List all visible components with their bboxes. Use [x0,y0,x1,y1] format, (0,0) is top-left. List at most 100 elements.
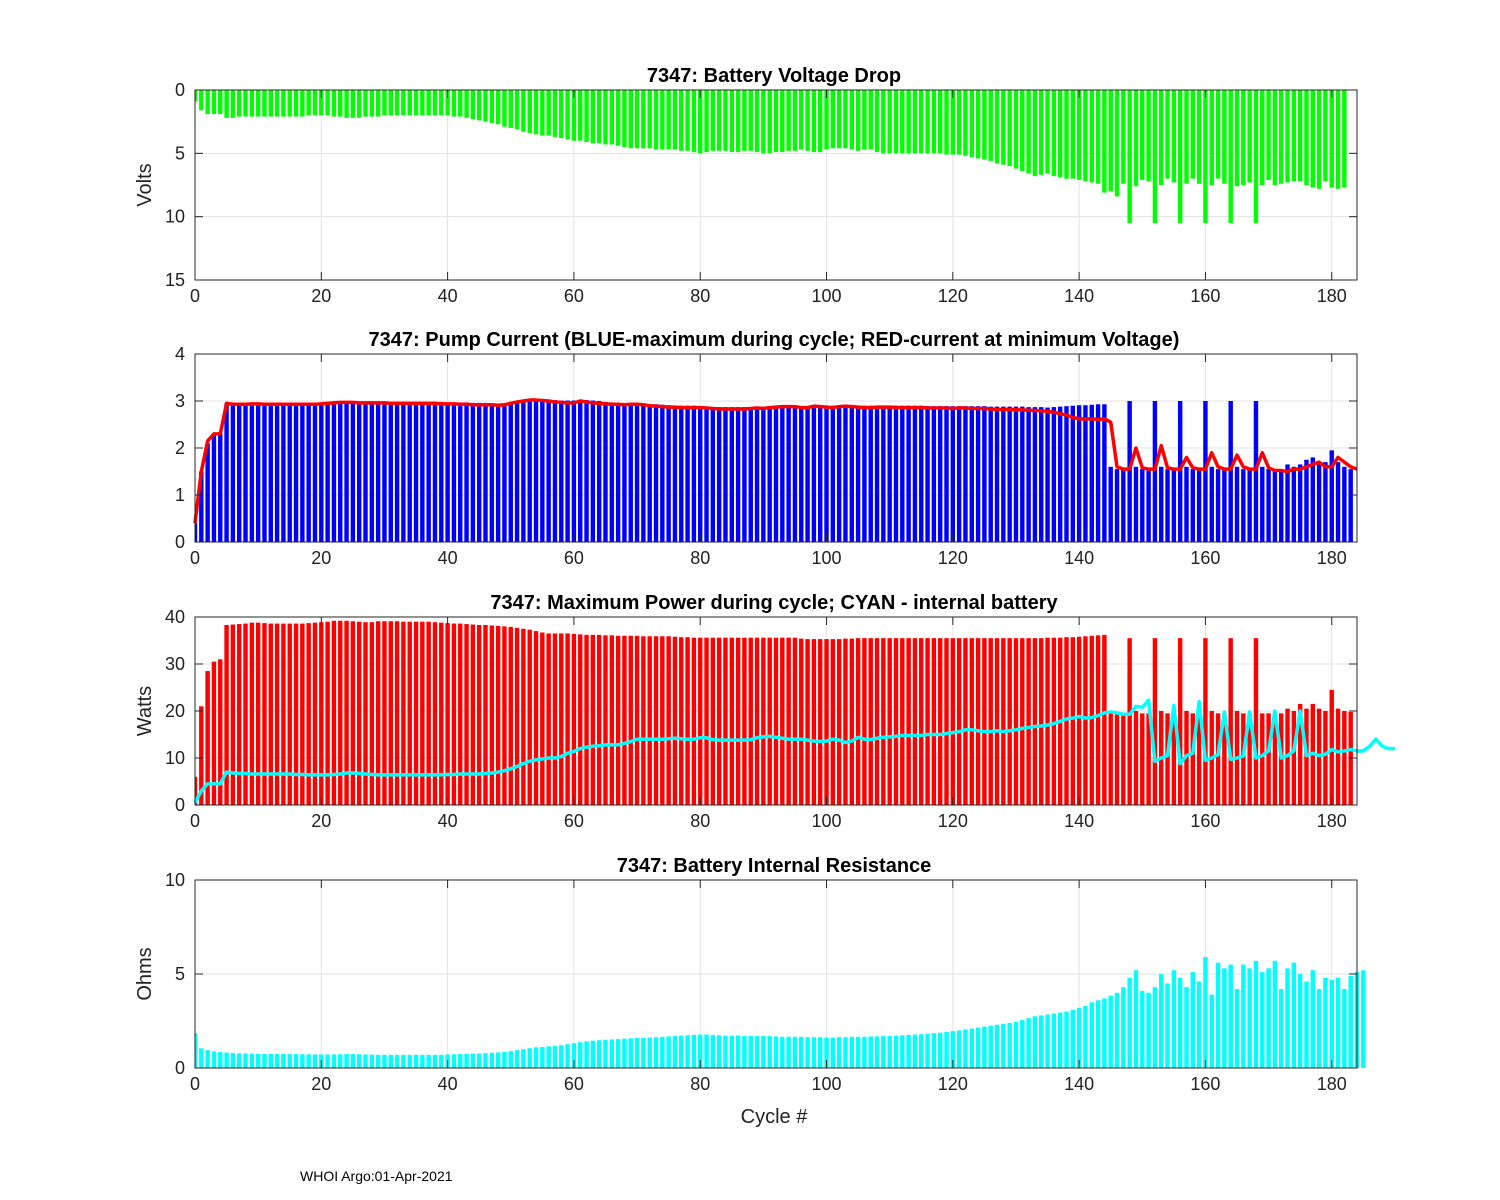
panel-4: 0 20 40 60 80 100 120 140 160 180 0 5 10 7347: Batter… [134,855,1366,1128]
bar [1108,713,1113,805]
bar [1013,90,1019,169]
bar [969,406,974,542]
bar [710,637,716,805]
bar [704,90,709,153]
bar [982,638,987,805]
bar [1146,992,1151,1068]
bar [1310,457,1316,542]
bar [363,1054,368,1068]
bar [1159,90,1164,185]
bar [956,406,962,542]
x-tick-label: 120 [938,811,968,831]
y-axis-label: Volts [134,163,156,206]
bar [199,90,204,111]
bar [1323,462,1328,542]
bar [615,402,621,542]
bar [293,1054,299,1068]
bar [401,401,406,542]
bar [1171,90,1177,183]
bar [975,406,981,542]
bar [344,401,349,542]
bar [1234,989,1240,1068]
bar [742,637,747,805]
bar [988,638,993,805]
bar [988,90,993,161]
bar [439,401,444,542]
bar [1070,90,1076,179]
bar [893,405,899,542]
bar [767,637,772,805]
bar [1215,713,1221,805]
bar [1190,469,1196,542]
bar [1177,90,1183,223]
bar [1196,713,1202,805]
bar [653,1037,659,1068]
bar [350,1054,356,1068]
bar [527,1048,532,1068]
bar [1127,638,1132,805]
bar [470,1053,476,1068]
bar [508,90,513,128]
bar [653,90,659,150]
bar [1051,407,1057,542]
x-tick-label: 0 [190,286,200,306]
x-tick-label: 0 [190,811,200,831]
bar [1247,968,1252,1068]
bar [1146,469,1151,542]
bar [609,402,615,542]
bar [761,406,766,542]
bar [792,90,798,151]
overlay-line [193,398,1358,524]
bar [685,90,690,151]
bar [1228,638,1233,805]
bar [969,1028,974,1068]
x-tick-label: 20 [311,811,331,831]
bar [552,90,558,137]
bar [925,90,930,154]
x-tick-label: 100 [811,811,841,831]
bar [546,399,551,542]
bar [754,90,760,153]
bar [887,638,892,805]
panel-3: 0 20 40 60 80 100 120 140 160 180 0 10 20 30 40 7347: M… [134,592,1395,831]
bar [742,407,747,542]
bar [230,1052,236,1068]
bar [1102,404,1107,542]
bar [546,1046,551,1068]
bar [1247,713,1252,805]
bar [293,623,299,805]
bar [950,638,956,805]
bar [830,405,836,542]
x-tick-label: 0 [190,548,200,568]
bar [906,90,911,154]
bar [571,90,577,141]
bar [382,90,387,116]
bar [312,403,318,542]
bar [609,1039,615,1068]
bar [590,634,596,805]
bar [559,90,564,139]
bar [483,1053,488,1068]
bar [1323,711,1328,805]
bar [426,1054,431,1068]
x-tick-label: 100 [811,286,841,306]
bar [672,636,678,805]
bar [199,1048,204,1068]
bar [729,407,735,542]
bar [1316,90,1322,189]
bar [843,90,848,149]
bar [742,90,747,151]
bar [1083,405,1088,542]
bar [691,90,697,153]
bar [830,1037,836,1068]
bar [1020,90,1025,172]
bar [710,90,716,151]
bar [811,90,817,153]
bar [729,1035,735,1068]
bar [363,622,368,805]
bar [1260,90,1265,185]
bar [1203,401,1208,542]
bar [817,639,823,805]
bar [1316,989,1322,1068]
bar [956,90,962,155]
